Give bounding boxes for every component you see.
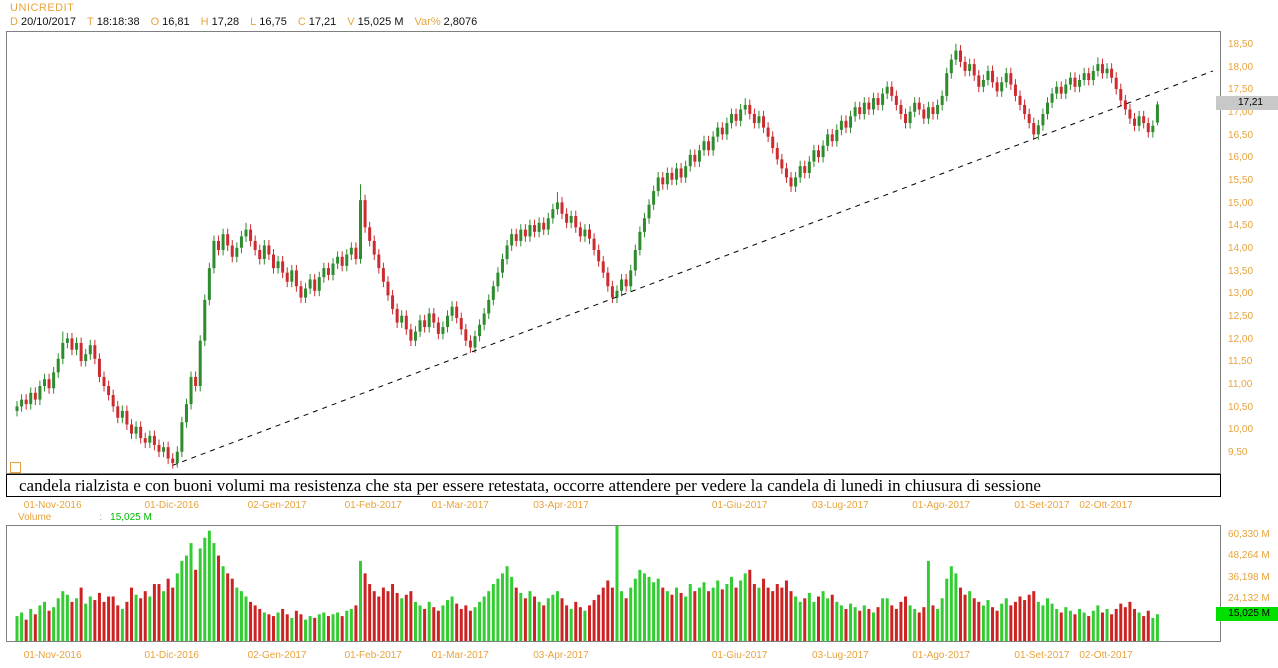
volume-label: Volume <box>18 512 52 523</box>
last-volume-badge: 15,025 M <box>1216 607 1278 622</box>
price-tick-label: 12,00 <box>1228 333 1254 345</box>
candlestick-chart[interactable] <box>7 32 1220 473</box>
date-tick-label: 01-Set-2017 <box>1014 650 1070 661</box>
volume-bars-group <box>15 526 1159 641</box>
price-tick-label: 11,00 <box>1228 378 1253 390</box>
price-tick-label: 11,50 <box>1228 356 1253 368</box>
price-tick-label: 9,50 <box>1228 446 1248 458</box>
date-tick-label: 01-Giu-2017 <box>711 500 768 511</box>
date-tick-label: 01-Dic-2016 <box>144 500 199 511</box>
price-tick-label: 17,50 <box>1228 84 1254 96</box>
quote-field-value: 17,21 <box>308 16 337 28</box>
date-tick-label: 01-Giu-2017 <box>711 650 768 661</box>
quote-field-value: 17,28 <box>211 16 240 28</box>
last-volume-value: 15,025 M <box>1228 608 1270 620</box>
price-tick-label: 18,50 <box>1228 39 1254 50</box>
price-tick-label: 14,00 <box>1228 242 1254 254</box>
volume-current-value: 15,025 M <box>110 512 152 523</box>
volume-pane[interactable] <box>6 525 1221 642</box>
date-tick-label: 01-Set-2017 <box>1014 500 1070 511</box>
instrument-title: UNICREDIT <box>10 2 75 14</box>
date-tick-label: 02-Ott-2017 <box>1079 650 1133 661</box>
price-tick-label: 14,50 <box>1228 220 1254 232</box>
main-chart-pane[interactable] <box>6 31 1221 474</box>
date-tick-label: 03-Apr-2017 <box>533 650 589 661</box>
price-tick-label: 13,00 <box>1228 288 1254 300</box>
volume-tick-label: 24,132 M <box>1228 593 1270 605</box>
quote-field-key: C <box>297 16 306 28</box>
price-tick-label: 16,50 <box>1228 129 1254 141</box>
date-tick-label: 01-Dic-2016 <box>144 650 199 661</box>
quote-field-key: D <box>10 16 18 28</box>
quote-field-value: 20/10/2017 <box>20 16 77 28</box>
date-tick-label: 02-Gen-2017 <box>247 500 307 511</box>
volume-tick-label: 60,330 M <box>1228 528 1270 540</box>
date-tick-label: 01-Ago-2017 <box>912 500 971 511</box>
quote-field-key: V <box>347 16 355 28</box>
date-tick-label: 01-Mar-2017 <box>431 650 489 661</box>
date-tick-label: 03-Apr-2017 <box>533 500 589 511</box>
quote-field-value: 18:18:38 <box>96 16 140 28</box>
quote-field-key: T <box>87 16 94 28</box>
quote-field-key: H <box>200 16 209 28</box>
volume-tick-label: 36,198 M <box>1228 571 1270 583</box>
price-tick-label: 15,50 <box>1228 174 1254 186</box>
date-tick-label: 01-Nov-2016 <box>23 650 82 661</box>
price-tick-label: 12,50 <box>1228 310 1254 322</box>
volume-header: Volume:15,025 M <box>18 512 152 523</box>
analysis-note[interactable]: candela rialzista e con buoni volumi ma … <box>6 474 1221 497</box>
date-tick-label: 01-Mar-2017 <box>431 500 489 511</box>
analysis-note-text: candela rialzista e con buoni volumi ma … <box>19 476 1041 495</box>
quote-field-key: L <box>250 16 257 28</box>
price-tick-label: 15,00 <box>1228 197 1254 209</box>
quote-info-line: D 20/10/2017 T 18:18:38 O 16,81 H 17,28 L 16,75 C 1… <box>10 16 488 28</box>
price-tick-label: 16,00 <box>1228 152 1254 164</box>
date-tick-label: 02-Ott-2017 <box>1079 500 1133 511</box>
quote-field-value: 16,75 <box>259 16 287 28</box>
date-tick-label: 02-Gen-2017 <box>247 650 307 661</box>
date-tick-label: 03-Lug-2017 <box>812 500 869 511</box>
candles-group <box>15 43 1159 469</box>
quote-field-value: 2,8076 <box>443 16 478 28</box>
annotation-anchor-square[interactable] <box>10 462 21 473</box>
date-tick-label: 01-Nov-2016 <box>23 500 82 511</box>
quote-field-value: 15,025 M <box>357 16 404 28</box>
last-price-badge: 17,21 <box>1216 96 1278 111</box>
volume-separator: : <box>99 512 103 523</box>
price-tick-label: 10,00 <box>1228 424 1254 436</box>
date-tick-label: 01-Feb-2017 <box>344 500 402 511</box>
last-price-value: 17,21 <box>1237 97 1263 109</box>
price-tick-label: 18,00 <box>1228 61 1254 73</box>
date-tick-label: 01-Ago-2017 <box>912 650 971 661</box>
quote-field-key: Var% <box>414 16 441 28</box>
volume-chart[interactable] <box>7 526 1220 641</box>
price-tick-label: 17,00 <box>1228 106 1254 118</box>
quote-field-key: O <box>150 16 160 28</box>
volume-tick-label: 48,264 M <box>1228 550 1270 562</box>
price-tick-label: 10,50 <box>1228 401 1254 413</box>
price-tick-label: 13,50 <box>1228 265 1254 277</box>
date-tick-label: 03-Lug-2017 <box>812 650 869 661</box>
date-tick-label: 01-Feb-2017 <box>344 650 402 661</box>
quote-field-value: 16,81 <box>162 16 190 28</box>
